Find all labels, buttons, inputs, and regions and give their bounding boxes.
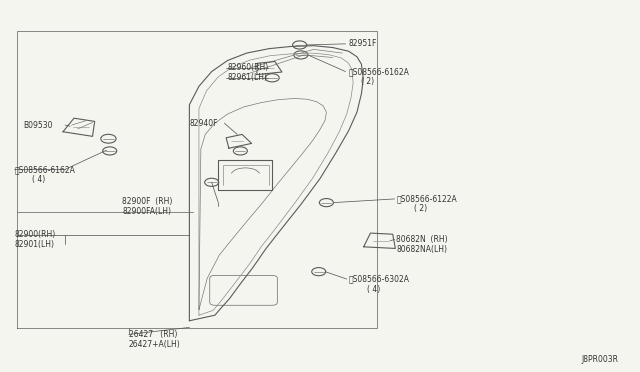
Circle shape bbox=[312, 267, 326, 276]
Text: 82951F: 82951F bbox=[349, 39, 377, 48]
Text: 82900F  (RH): 82900F (RH) bbox=[122, 198, 173, 206]
Circle shape bbox=[292, 41, 307, 49]
Circle shape bbox=[100, 134, 116, 143]
Circle shape bbox=[265, 74, 279, 82]
Text: ( 2): ( 2) bbox=[414, 204, 428, 214]
Circle shape bbox=[205, 178, 219, 186]
Text: 82900FA(LH): 82900FA(LH) bbox=[122, 206, 172, 216]
Text: 80682N  (RH): 80682N (RH) bbox=[396, 235, 448, 244]
Text: 82900(RH): 82900(RH) bbox=[14, 230, 56, 239]
Text: 82940F: 82940F bbox=[189, 119, 218, 128]
Text: ⓈS08566-6162A: ⓈS08566-6162A bbox=[14, 165, 75, 174]
Text: 26427   (RH): 26427 (RH) bbox=[129, 330, 177, 339]
Text: 82960(RH): 82960(RH) bbox=[228, 63, 269, 72]
Text: ⓈS08566-6122A: ⓈS08566-6122A bbox=[396, 195, 457, 203]
Text: B09530: B09530 bbox=[24, 121, 53, 129]
Text: ⓈS08566-6162A: ⓈS08566-6162A bbox=[349, 67, 410, 76]
Text: ( 4): ( 4) bbox=[367, 285, 380, 294]
Circle shape bbox=[319, 199, 333, 207]
Circle shape bbox=[102, 147, 116, 155]
Text: 82901(LH): 82901(LH) bbox=[14, 240, 54, 249]
Text: J8PR003R: J8PR003R bbox=[581, 355, 618, 364]
Circle shape bbox=[234, 147, 247, 155]
Text: 80682NA(LH): 80682NA(LH) bbox=[396, 245, 447, 254]
Text: 26427+A(LH): 26427+A(LH) bbox=[129, 340, 180, 349]
Text: 82961(LH): 82961(LH) bbox=[228, 73, 268, 82]
Text: ( 4): ( 4) bbox=[32, 175, 45, 184]
Text: ⓈS08566-6302A: ⓈS08566-6302A bbox=[349, 275, 410, 283]
Circle shape bbox=[294, 51, 308, 59]
Text: ( 2): ( 2) bbox=[362, 77, 374, 86]
